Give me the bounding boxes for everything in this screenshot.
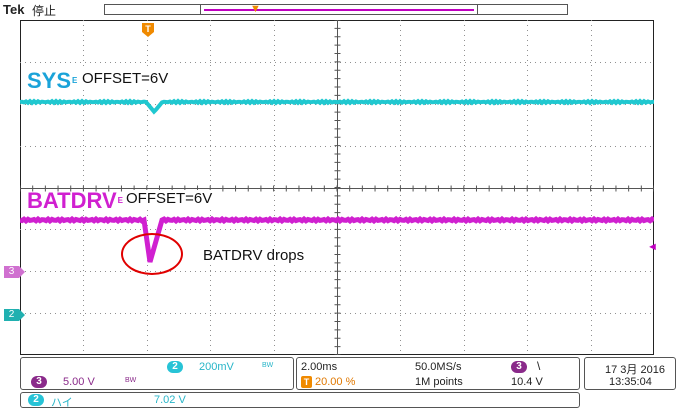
time-per-div: 2.00ms: [301, 361, 338, 373]
brand-logo: Tek: [3, 2, 25, 17]
trigger-level: 10.4 V: [511, 376, 543, 388]
ch2-bw-limit: BW: [262, 362, 274, 369]
record-view-waveform: [204, 9, 474, 11]
trigger-marker-icon[interactable]: T: [141, 22, 155, 38]
vertical-readout[interactable]: 2 200mV BW 3 5.00 V BW: [20, 357, 294, 390]
readout-panel: 2 200mV BW 3 5.00 V BW 2.00ms 50.0MS/s 3…: [0, 357, 694, 419]
date-label: 17 3月 2016: [605, 364, 665, 376]
datetime-readout: 17 3月 2016 13:35:04: [584, 357, 676, 390]
batdrv-waveform: [20, 215, 654, 263]
drop-annotation: BATDRV drops: [201, 247, 307, 264]
measurement-readout[interactable]: 2 ハイ 7.02 V: [20, 392, 580, 409]
drop-highlight-circle: [121, 233, 183, 275]
ch3-scale: 5.00 V: [63, 376, 95, 388]
trigger-level-icon[interactable]: ◄: [647, 241, 658, 253]
time-label: 13:35:04: [609, 376, 652, 388]
trigger-position-icon: ▼: [250, 3, 261, 15]
sys-offset-label: OFFSET=6V: [80, 70, 171, 87]
ch2-ground-marker[interactable]: 2: [4, 309, 25, 321]
trigger-position: 20.00 %: [315, 376, 356, 388]
measurement-value: 7.02 V: [154, 394, 186, 406]
sys-channel-label: SYSE: [27, 68, 78, 93]
ch3-ground-marker[interactable]: 3: [4, 266, 25, 278]
ch3-bw-limit: BW: [125, 377, 137, 384]
ch2-scale: 200mV: [199, 361, 234, 373]
ch3-badge: 3: [31, 376, 47, 388]
trigger-slope-icon: \: [537, 359, 541, 373]
svg-text:T: T: [145, 24, 151, 34]
horizontal-readout[interactable]: 2.00ms 50.0MS/s 3 \ T 20.00 % 1M points …: [296, 357, 580, 390]
ch2-badge: 2: [167, 361, 183, 373]
measurement-channel-badge: 2: [28, 394, 44, 406]
sample-rate: 50.0MS/s: [415, 361, 462, 373]
sys-waveform: [20, 98, 654, 115]
record-length: 1M points: [415, 376, 463, 388]
acquisition-state: 停止: [32, 4, 57, 18]
trigger-source-badge: 3: [511, 361, 527, 373]
measurement-type: ハイ: [51, 397, 73, 409]
batdrv-offset-label: OFFSET=6V: [124, 190, 215, 207]
batdrv-channel-label: BATDRVE: [27, 188, 123, 213]
trigger-position-badge: T: [301, 376, 312, 388]
status-bar: Tek 停止 ▼: [0, 0, 694, 20]
